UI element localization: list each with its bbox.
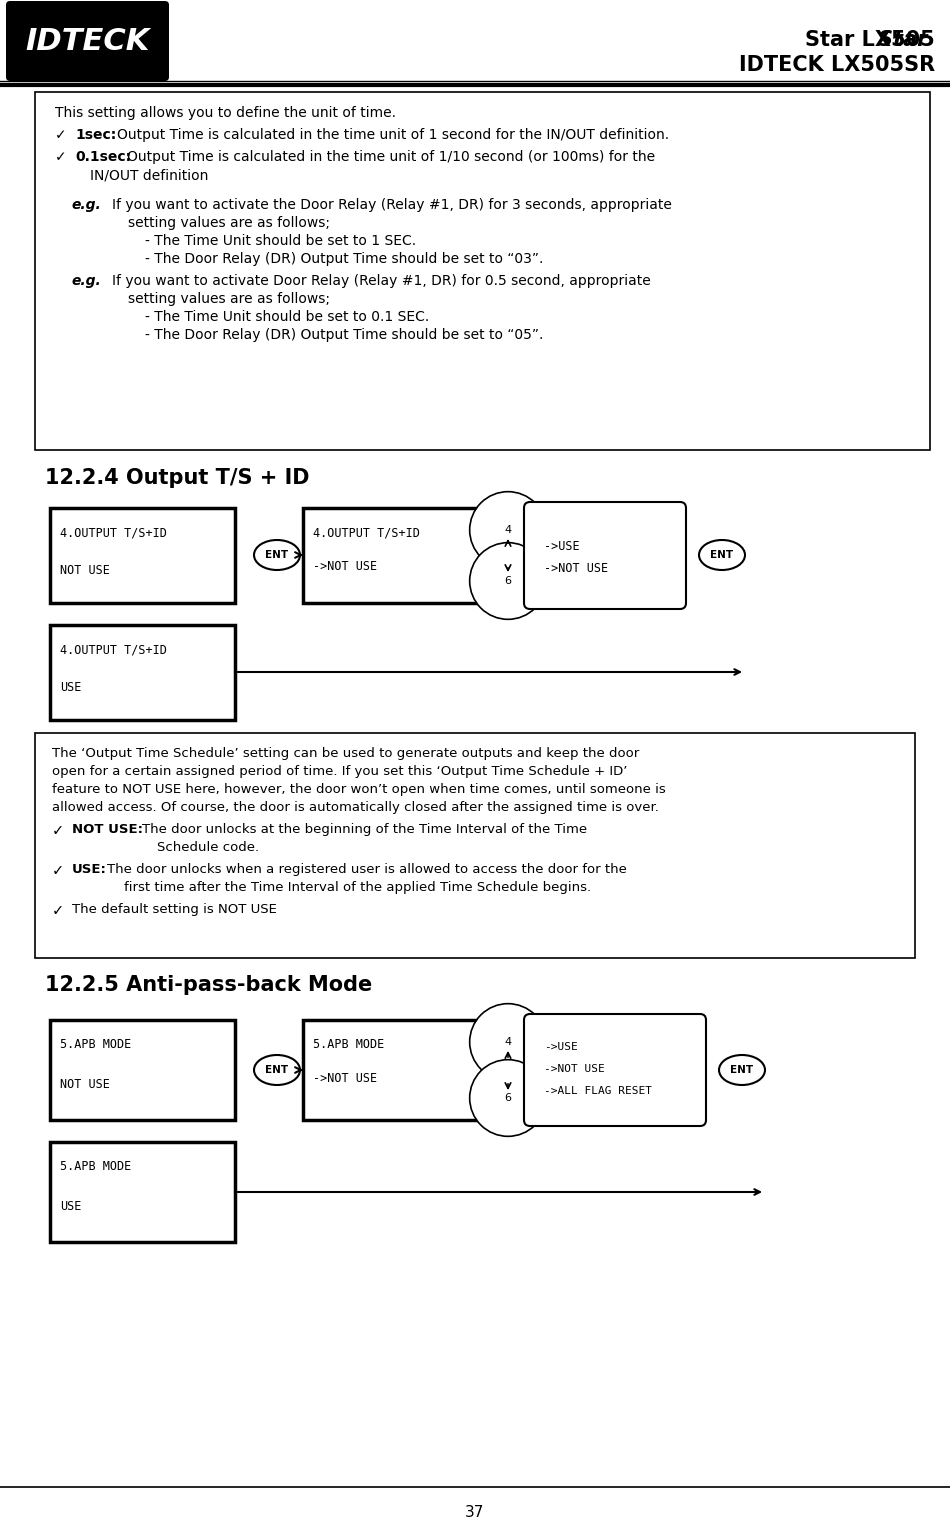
Text: 4.OUTPUT T/S+ID: 4.OUTPUT T/S+ID: [60, 526, 167, 539]
FancyBboxPatch shape: [524, 502, 686, 608]
Text: The door unlocks when a registered user is allowed to access the door for the: The door unlocks when a registered user …: [107, 863, 627, 875]
Text: ✓: ✓: [52, 863, 65, 878]
FancyBboxPatch shape: [303, 508, 488, 602]
Text: Star: Star: [879, 30, 935, 50]
Text: - The Door Relay (DR) Output Time should be set to “05”.: - The Door Relay (DR) Output Time should…: [145, 328, 543, 341]
FancyBboxPatch shape: [50, 508, 235, 602]
Text: - The Time Unit should be set to 1 SEC.: - The Time Unit should be set to 1 SEC.: [145, 234, 416, 247]
Text: 12.2.4 Output T/S + ID: 12.2.4 Output T/S + ID: [45, 469, 310, 488]
Text: IN/OUT definition: IN/OUT definition: [90, 168, 208, 182]
FancyBboxPatch shape: [50, 1019, 235, 1120]
Text: USE:: USE:: [72, 863, 106, 875]
Text: ✓: ✓: [55, 127, 66, 143]
Text: Output Time is calculated in the time unit of 1 second for the IN/OUT definition: Output Time is calculated in the time un…: [117, 127, 669, 143]
Text: IDTECK LX505SR: IDTECK LX505SR: [739, 55, 935, 74]
Text: ->USE: ->USE: [544, 1042, 578, 1051]
Text: e.g.: e.g.: [72, 199, 102, 212]
Text: NOT USE: NOT USE: [60, 1079, 110, 1091]
Text: 0.1sec:: 0.1sec:: [75, 150, 131, 164]
Text: 37: 37: [466, 1505, 484, 1517]
FancyBboxPatch shape: [35, 93, 930, 451]
Text: The door unlocks at the beginning of the Time Interval of the Time: The door unlocks at the beginning of the…: [142, 824, 587, 836]
Ellipse shape: [254, 1054, 300, 1085]
FancyBboxPatch shape: [6, 2, 169, 80]
Text: first time after the Time Interval of the applied Time Schedule begins.: first time after the Time Interval of th…: [124, 881, 591, 894]
Text: 12.2.5 Anti-pass-back Mode: 12.2.5 Anti-pass-back Mode: [45, 975, 372, 995]
Text: 4: 4: [504, 525, 511, 536]
Text: 4: 4: [504, 1038, 511, 1047]
Text: allowed access. Of course, the door is automatically closed after the assigned t: allowed access. Of course, the door is a…: [52, 801, 659, 815]
Text: ✓: ✓: [52, 824, 65, 837]
Ellipse shape: [254, 540, 300, 570]
Text: ->USE: ->USE: [544, 540, 580, 554]
Text: ->ALL FLAG RESET: ->ALL FLAG RESET: [544, 1086, 652, 1095]
Text: Star LX505: Star LX505: [806, 30, 935, 50]
Text: IDTECK: IDTECK: [26, 26, 150, 56]
FancyBboxPatch shape: [50, 1142, 235, 1242]
FancyBboxPatch shape: [524, 1013, 706, 1126]
Text: 6: 6: [504, 576, 511, 586]
Text: 5.APB MODE: 5.APB MODE: [60, 1161, 131, 1173]
Text: The ‘Output Time Schedule’ setting can be used to generate outputs and keep the : The ‘Output Time Schedule’ setting can b…: [52, 746, 639, 760]
Text: If you want to activate the Door Relay (Relay #1, DR) for 3 seconds, appropriate: If you want to activate the Door Relay (…: [112, 199, 672, 212]
FancyBboxPatch shape: [303, 1019, 488, 1120]
Text: If you want to activate Door Relay (Relay #1, DR) for 0.5 second, appropriate: If you want to activate Door Relay (Rela…: [112, 275, 651, 288]
Text: 5.APB MODE: 5.APB MODE: [313, 1038, 384, 1051]
Text: This setting allows you to define the unit of time.: This setting allows you to define the un…: [55, 106, 396, 120]
Text: NOT USE:: NOT USE:: [72, 824, 143, 836]
Text: The default setting is NOT USE: The default setting is NOT USE: [72, 903, 276, 916]
Text: 6: 6: [504, 1094, 511, 1103]
Text: - The Time Unit should be set to 0.1 SEC.: - The Time Unit should be set to 0.1 SEC…: [145, 309, 429, 325]
FancyBboxPatch shape: [50, 625, 235, 721]
Text: ->NOT USE: ->NOT USE: [313, 1073, 377, 1085]
Text: setting values are as follows;: setting values are as follows;: [128, 215, 330, 231]
Text: 4.OUTPUT T/S+ID: 4.OUTPUT T/S+ID: [60, 643, 167, 655]
Text: ->NOT USE: ->NOT USE: [313, 560, 377, 573]
Text: ->NOT USE: ->NOT USE: [544, 561, 608, 575]
Ellipse shape: [699, 540, 745, 570]
Text: feature to NOT USE here, however, the door won’t open when time comes, until som: feature to NOT USE here, however, the do…: [52, 783, 666, 796]
FancyBboxPatch shape: [35, 733, 915, 959]
Text: ->NOT USE: ->NOT USE: [544, 1063, 605, 1074]
Text: Schedule code.: Schedule code.: [157, 840, 259, 854]
Text: ✓: ✓: [55, 150, 66, 164]
Text: USE: USE: [60, 681, 82, 693]
Text: ENT: ENT: [711, 551, 733, 560]
Text: open for a certain assigned period of time. If you set this ‘Output Time Schedul: open for a certain assigned period of ti…: [52, 765, 627, 778]
Text: e.g.: e.g.: [72, 275, 102, 288]
Text: ENT: ENT: [265, 1065, 289, 1076]
Text: ENT: ENT: [731, 1065, 753, 1076]
Text: NOT USE: NOT USE: [60, 564, 110, 576]
Text: USE: USE: [60, 1200, 82, 1214]
Text: ENT: ENT: [265, 551, 289, 560]
Text: 4.OUTPUT T/S+ID: 4.OUTPUT T/S+ID: [313, 526, 420, 539]
Text: setting values are as follows;: setting values are as follows;: [128, 291, 330, 306]
Text: - The Door Relay (DR) Output Time should be set to “03”.: - The Door Relay (DR) Output Time should…: [145, 252, 543, 265]
Ellipse shape: [719, 1054, 765, 1085]
Text: Output Time is calculated in the time unit of 1/10 second (or 100ms) for the: Output Time is calculated in the time un…: [127, 150, 656, 164]
Text: 1sec:: 1sec:: [75, 127, 116, 143]
Text: ✓: ✓: [52, 903, 65, 918]
Text: 5.APB MODE: 5.APB MODE: [60, 1038, 131, 1051]
